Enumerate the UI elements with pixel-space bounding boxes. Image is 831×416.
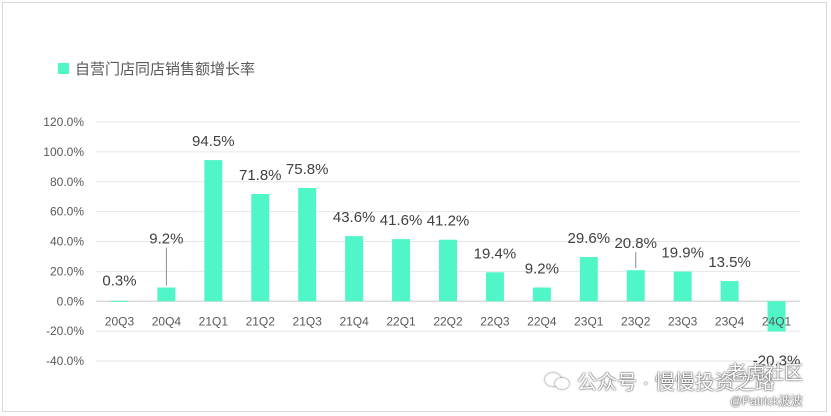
y-tick-label: 80.0%	[50, 175, 84, 189]
x-tick-label: 23Q1	[574, 314, 604, 328]
x-tick-label: 23Q4	[715, 314, 745, 328]
y-tick-label: 20.0%	[50, 264, 84, 278]
data-label: 94.5%	[192, 133, 235, 150]
bar	[439, 239, 457, 302]
x-tick-label: 21Q3	[293, 314, 323, 328]
x-tick-label: 21Q4	[339, 314, 369, 328]
legend-swatch	[58, 63, 69, 74]
data-label: -20.3%	[753, 353, 801, 370]
legend-label: 自营门店同店销售额增长率	[75, 61, 256, 78]
bar	[532, 287, 551, 302]
data-label: 29.6%	[568, 230, 611, 247]
x-tick-label: 20Q4	[152, 314, 182, 328]
x-tick-label: 22Q3	[480, 314, 510, 328]
watermark-text: 公众号 · 慢慢投资之路	[577, 372, 775, 394]
x-tick-label: 22Q4	[527, 314, 557, 328]
x-tick-label: 23Q3	[668, 314, 698, 328]
data-label: 13.5%	[708, 254, 751, 271]
data-label: 19.9%	[661, 245, 704, 262]
y-tick-label: 60.0%	[50, 205, 84, 219]
y-tick-label: 120.0%	[43, 115, 84, 129]
legend: 自营门店同店销售额增长率	[58, 58, 255, 79]
x-tick-label: 21Q1	[199, 314, 229, 328]
bar	[204, 160, 223, 302]
bar	[392, 239, 411, 302]
data-label: 41.6%	[380, 212, 423, 229]
data-label: 41.2%	[427, 213, 470, 230]
bar	[345, 236, 364, 302]
y-tick-label: 0.0%	[57, 294, 85, 308]
data-label: 43.6%	[333, 209, 376, 226]
data-label: 75.8%	[286, 161, 329, 178]
bar	[767, 301, 786, 332]
y-tick-label: 100.0%	[43, 145, 84, 159]
x-tick-label: 22Q1	[386, 314, 416, 328]
x-tick-label: 21Q2	[246, 314, 276, 328]
chart-frame	[2, 2, 827, 412]
x-tick-label: 23Q2	[621, 314, 651, 328]
y-tick-label: -20.0%	[46, 324, 84, 338]
data-label: 9.2%	[149, 231, 183, 248]
y-tick-label: -40.0%	[46, 354, 84, 368]
x-tick-label: 22Q2	[433, 314, 463, 328]
bar	[720, 281, 739, 302]
bar	[626, 270, 645, 302]
data-label: 20.8%	[614, 235, 657, 252]
data-label: 19.4%	[474, 245, 517, 262]
bar	[298, 188, 317, 302]
x-tick-label: 20Q3	[105, 314, 135, 328]
watermark-sub: @Patrick波波	[730, 394, 803, 408]
x-tick-label: 24Q1	[762, 314, 792, 328]
bar	[251, 193, 270, 302]
data-label: 71.8%	[239, 167, 282, 184]
data-label: 0.3%	[102, 272, 136, 289]
bar	[579, 257, 598, 302]
wechat-icon	[545, 371, 571, 391]
watermark-corner: 老虎社区	[727, 363, 804, 384]
bar	[157, 287, 176, 302]
watermark: 公众号 · 慢慢投资之路	[545, 366, 775, 395]
y-tick-label: 40.0%	[50, 235, 84, 249]
bar	[673, 271, 692, 302]
bar	[485, 272, 504, 302]
bar	[110, 300, 129, 302]
data-label: 9.2%	[525, 261, 559, 278]
